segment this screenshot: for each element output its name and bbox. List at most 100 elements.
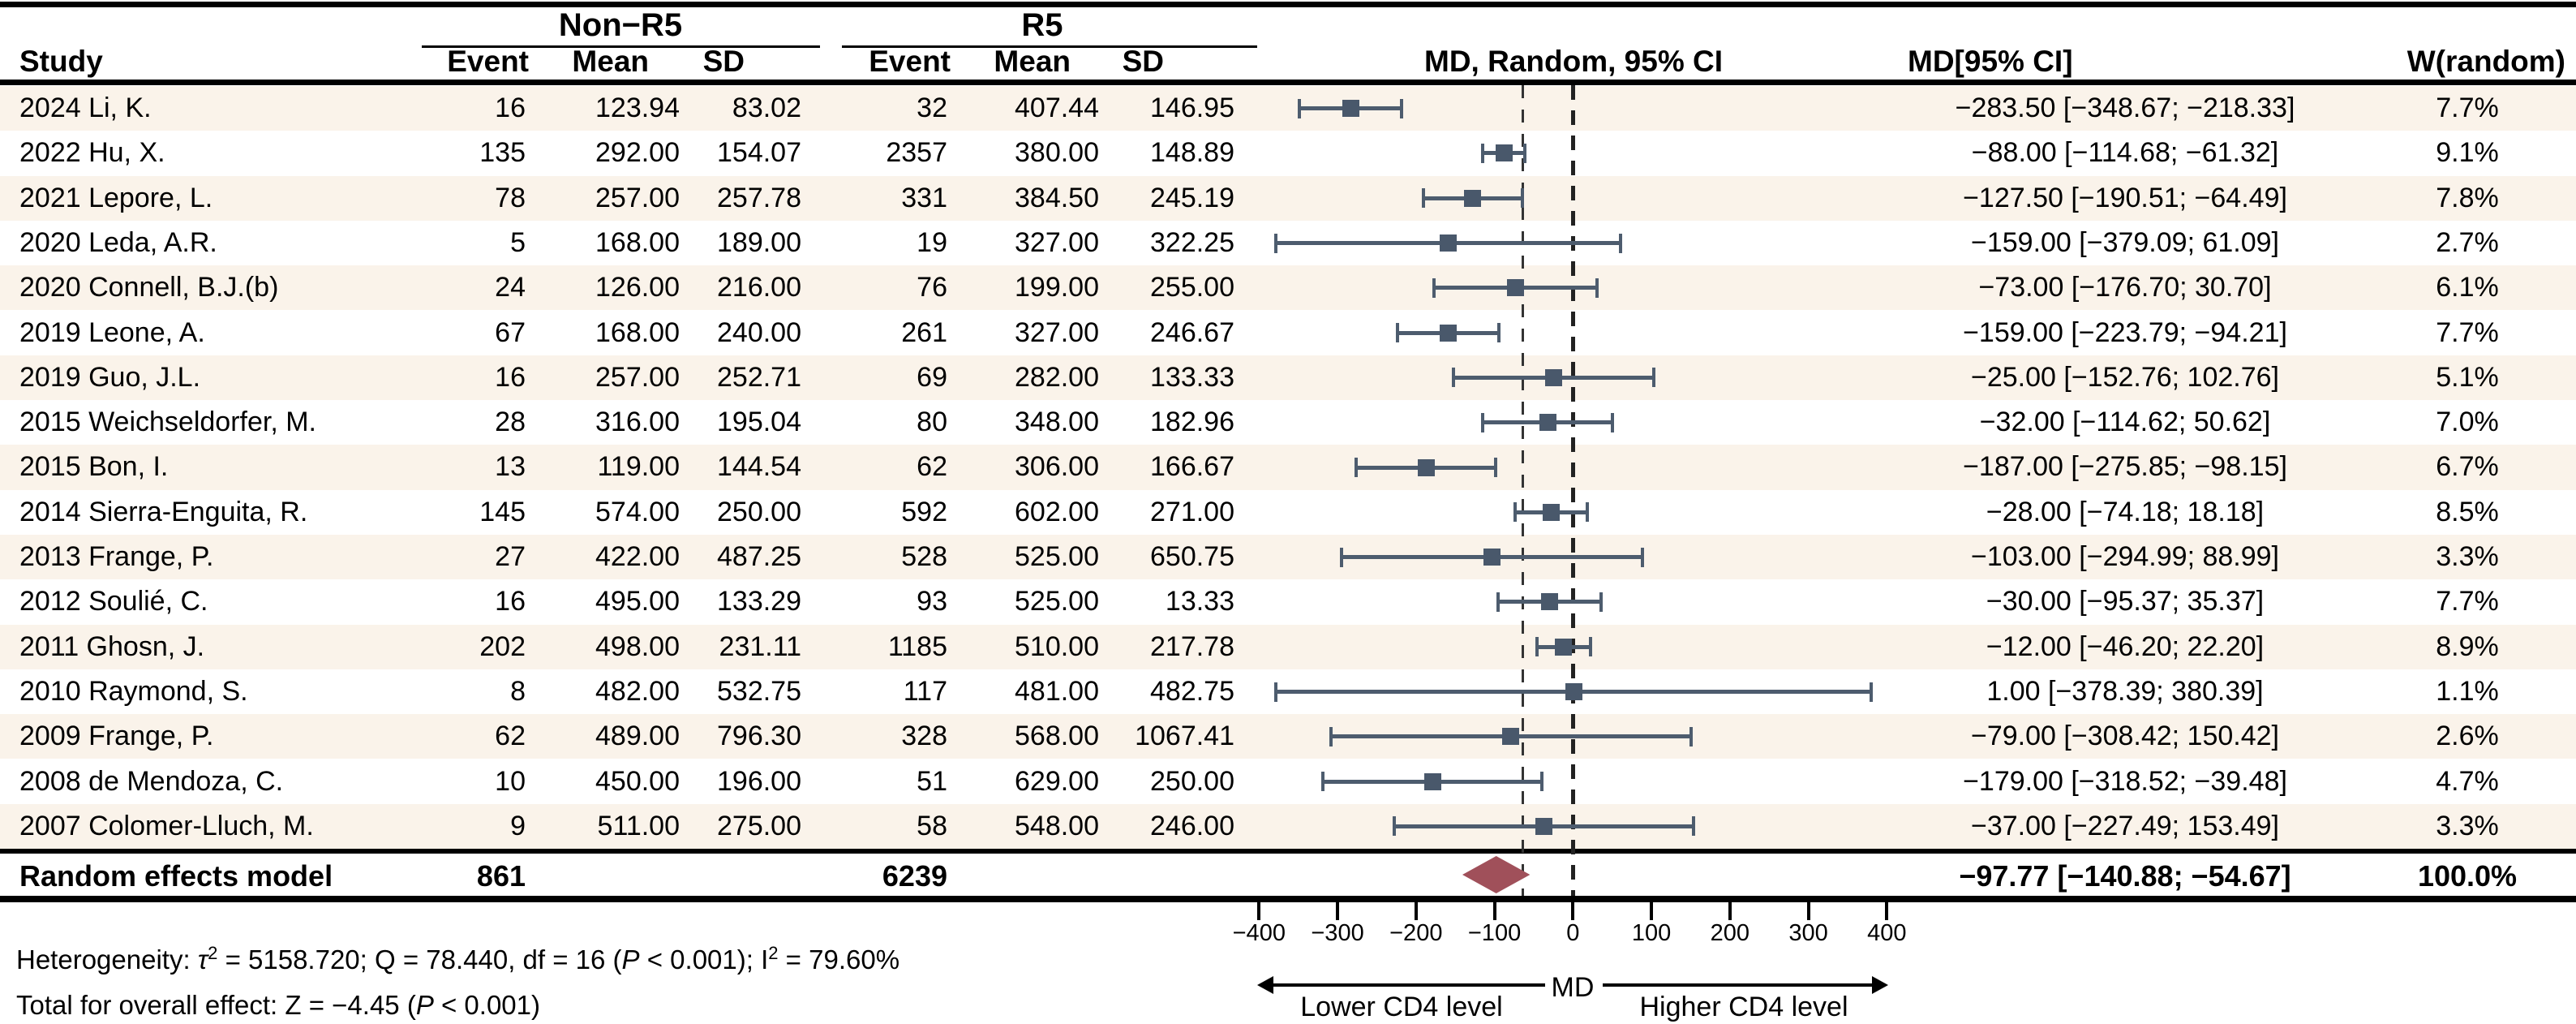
event-nonr5-cell: 27 [495,541,526,572]
event-nonr5-cell: 9 [510,810,526,841]
effect-square [1423,772,1441,790]
axis-tick-label: −100 [1467,920,1522,946]
sd-nonr5-cell: 195.04 [717,407,801,438]
event-nonr5-cell: 16 [495,361,526,393]
weight-cell: 2.7% [2436,226,2499,258]
md-ci-cell: −25.00 [−152.76; 102.76] [1970,361,2279,393]
sd-r5-cell: 650.75 [1150,541,1234,572]
md-ci-cell: −159.00 [−223.79; −94.21] [1963,316,2287,348]
ci-cap-right [1611,412,1615,432]
column-header-sd-nonr5: SD [702,45,745,78]
axis-tick-label: 0 [1566,920,1580,946]
study-label: 2019 Guo, J.L. [19,361,201,393]
pooled-reference-dashed-line [1521,85,1524,896]
arrow-head-right [1872,976,1889,994]
sd-r5-cell: 246.00 [1150,810,1234,841]
axis-tick-label: −300 [1311,920,1364,946]
pooled-diamond [1462,856,1531,893]
md-ci-cell: −30.00 [−95.37; 35.37] [1986,586,2265,617]
axis-tick [1336,902,1340,920]
sd-nonr5-cell: 240.00 [717,316,801,348]
event-r5-cell: 2357 [886,137,947,169]
weight-cell: 6.1% [2436,272,2499,303]
mean-r5-cell: 327.00 [1015,316,1099,348]
axis-tick-label: 300 [1788,920,1828,946]
sd-nonr5-cell: 189.00 [717,226,801,258]
ci-cap-right [1497,323,1501,343]
study-label: 2015 Bon, I. [19,451,169,483]
ci-cap-right [1689,726,1693,746]
mean-nonr5-cell: 489.00 [595,721,680,752]
mean-r5-cell: 510.00 [1015,630,1099,662]
sd-r5-cell: 250.00 [1150,765,1234,797]
axis-tick [1571,902,1575,920]
arrow-line-left [1270,983,1546,987]
arrow-head-left [1257,976,1274,994]
effect-square [1464,189,1482,207]
effect-square [1417,458,1435,476]
arrow-label-lower: Lower CD4 level [1300,992,1503,1022]
het-tau-sup: 2 [208,943,218,963]
event-nonr5-cell: 24 [495,272,526,303]
row-stripe [0,445,2576,490]
ci-cap-right [1870,682,1874,702]
sd-nonr5-cell: 231.11 [719,630,801,662]
ci-cap-left [1451,368,1455,388]
ci-cap-right [1540,772,1544,792]
axis-rule [0,896,2576,902]
row-stripe [0,86,2576,131]
event-r5-cell: 51 [917,765,947,797]
effect-square [1540,593,1558,611]
row-stripe [0,535,2576,580]
sd-r5-cell: 1067.41 [1135,721,1234,752]
weight-cell: 5.1% [2436,361,2499,393]
sd-nonr5-cell: 196.00 [717,765,801,797]
md-ci-cell: −79.00 [−308.42; 150.42] [1970,721,2279,752]
group-header-r5: R5 [1021,7,1063,43]
effect-square [1555,638,1573,656]
sd-nonr5-cell: 487.25 [717,541,801,572]
column-header-mean-r5: Mean [994,45,1071,78]
weight-cell: 1.1% [2436,675,2499,707]
mean-r5-cell: 602.00 [1015,496,1099,527]
sd-r5-cell: 255.00 [1150,272,1234,303]
md-ci-cell: 1.00 [−378.39; 380.39] [1986,675,2264,707]
ci-cap-left [1355,458,1359,478]
study-label: 2012 Soulié, C. [19,586,208,617]
sd-r5-cell: 482.75 [1150,675,1234,707]
mean-nonr5-cell: 292.00 [595,137,680,169]
ci-cap-left [1513,502,1517,523]
zero-dashed-line [1570,85,1575,896]
event-r5-cell: 32 [917,93,947,123]
study-label: 2007 Colomer-Lluch, M. [19,810,314,841]
event-nonr5-cell: 8 [510,675,526,707]
study-label: 2009 Frange, P. [19,721,214,752]
heterogeneity-text: Heterogeneity: τ2 = 5158.720; Q = 78.440… [16,935,899,975]
study-label: 2020 Leda, A.R. [19,226,217,258]
header-rule [0,80,2576,85]
ci-cap-left [1393,816,1397,837]
axis-tick-label: 200 [1710,920,1750,946]
sd-r5-cell: 271.00 [1150,496,1234,527]
pre-total-rule [0,849,2576,854]
mean-nonr5-cell: 257.00 [595,182,680,213]
mean-r5-cell: 282.00 [1015,361,1099,393]
ci-cap-right [1651,368,1655,388]
sd-r5-cell: 146.95 [1150,93,1234,123]
ci-cap-left [1329,726,1333,746]
axis-tick-label: 400 [1867,920,1907,946]
total-event-nonr5-cell: 861 [476,859,526,893]
sd-nonr5-cell: 257.78 [717,182,801,213]
mean-nonr5-cell: 422.00 [595,541,680,572]
mean-nonr5-cell: 126.00 [595,272,680,303]
md-ci-cell: −159.00 [−379.09; 61.09] [1970,226,2279,258]
sd-nonr5-cell: 275.00 [717,810,801,841]
ci-cap-left [1421,188,1425,209]
arrow-label-md: MD [1551,972,1595,1003]
ci-cap-right [1599,592,1603,612]
weight-cell: 8.9% [2436,630,2499,662]
ci-cap-left [1496,592,1501,612]
sd-nonr5-cell: 532.75 [717,675,801,707]
sd-r5-cell: 322.25 [1150,226,1234,258]
event-nonr5-cell: 78 [495,182,526,213]
